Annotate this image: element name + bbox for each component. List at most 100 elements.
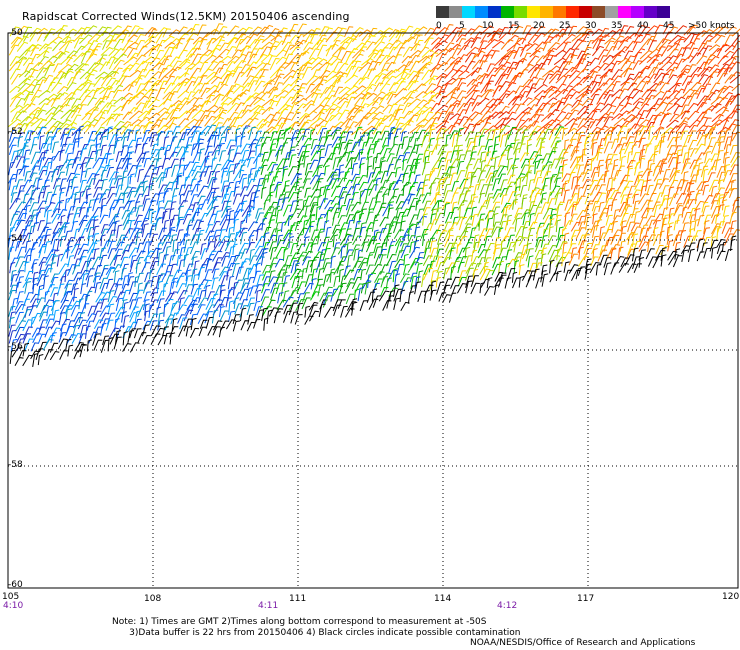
wind-barb	[372, 295, 382, 308]
wind-barb	[386, 153, 395, 163]
wind-barb	[35, 67, 48, 79]
wind-barb	[65, 185, 73, 197]
wind-barb	[423, 37, 434, 49]
wind-barb	[522, 25, 532, 35]
wind-barb	[169, 332, 176, 345]
wind-barb	[372, 41, 385, 52]
wind-barb	[688, 124, 699, 134]
wind-barb	[121, 46, 133, 57]
wind-barb	[659, 73, 670, 86]
wind-barb	[577, 111, 590, 121]
wind-barb	[205, 151, 213, 163]
wind-barb	[234, 209, 244, 219]
wind-barb	[359, 162, 365, 175]
wind-barb	[458, 270, 467, 282]
wind-barb	[309, 310, 320, 322]
wind-barb	[122, 111, 133, 121]
wind-barb	[466, 137, 474, 148]
wind-barb	[100, 322, 107, 336]
wind-barb	[176, 229, 184, 241]
wind-barb	[512, 95, 523, 106]
wind-barb	[149, 149, 160, 161]
wind-barb	[133, 88, 148, 98]
wind-barb	[494, 271, 504, 282]
wind-barb	[492, 178, 500, 191]
wind-barb	[451, 69, 463, 79]
wind-barb	[395, 28, 406, 39]
wind-barb	[619, 240, 626, 252]
wind-barb	[409, 60, 420, 73]
wind-barb	[70, 176, 78, 190]
wind-barb	[407, 291, 414, 304]
wind-barb	[287, 186, 297, 198]
wind-barb	[242, 95, 255, 107]
wind-barb	[393, 42, 405, 51]
wind-barb	[366, 208, 374, 220]
wind-barb	[457, 261, 465, 274]
wind-barb	[609, 126, 617, 141]
wind-barb	[73, 311, 83, 323]
wind-barb	[337, 205, 347, 219]
wind-barb	[694, 192, 701, 205]
wind-barb	[184, 190, 193, 203]
wind-barb	[254, 35, 265, 44]
wind-barb	[550, 137, 560, 148]
wind-barb	[344, 307, 355, 318]
wind-barb	[274, 258, 284, 268]
wind-barb	[255, 262, 261, 276]
wind-barb	[457, 77, 466, 87]
wind-barb	[64, 230, 72, 241]
wind-barb	[191, 288, 202, 301]
wind-barb	[613, 170, 622, 182]
wind-barb	[394, 273, 401, 288]
wind-barb	[561, 173, 571, 183]
wind-barb	[149, 225, 157, 239]
wind-barb	[392, 268, 399, 283]
wind-barb	[366, 155, 373, 170]
wind-barb	[463, 123, 474, 135]
wind-barb	[92, 157, 104, 169]
wind-barb	[361, 235, 372, 247]
wind-barb	[155, 87, 165, 101]
wind-barb	[442, 129, 449, 140]
wind-barb	[687, 147, 694, 163]
wind-barb	[200, 87, 211, 98]
wind-barb	[325, 43, 339, 52]
wind-barb	[610, 69, 623, 81]
wind-barb	[655, 38, 668, 50]
wind-barb	[156, 124, 169, 134]
wind-barb	[436, 75, 446, 87]
wind-barb	[304, 162, 312, 176]
wind-barb	[141, 223, 149, 238]
wind-barb	[319, 186, 325, 198]
wind-barb	[338, 92, 350, 101]
wind-barb	[555, 201, 565, 212]
wind-barb	[128, 62, 140, 72]
wind-barb	[529, 189, 537, 203]
wind-barb	[164, 318, 173, 331]
wind-barb	[14, 301, 24, 311]
wind-barb	[638, 257, 645, 268]
wind-barb	[605, 163, 613, 178]
wind-barb	[471, 213, 479, 227]
wind-barb	[381, 62, 390, 72]
wind-barb	[322, 258, 330, 269]
wind-barb	[729, 211, 737, 225]
wind-barb	[570, 221, 581, 232]
wind-barb	[688, 228, 695, 241]
wind-barb	[347, 104, 361, 115]
wind-barb	[238, 227, 248, 238]
wind-barb	[624, 180, 634, 191]
wind-barb	[9, 213, 19, 226]
wind-barb	[65, 308, 72, 322]
wind-barb	[492, 128, 500, 141]
colorbar-swatch	[579, 6, 592, 18]
wind-barb	[51, 327, 61, 337]
wind-barb	[18, 115, 32, 126]
wind-barb	[157, 118, 167, 128]
wind-barb	[94, 264, 103, 276]
wind-barb	[592, 213, 598, 225]
wind-barb	[532, 154, 542, 165]
wind-barb	[29, 248, 36, 262]
wind-barb	[171, 301, 181, 312]
